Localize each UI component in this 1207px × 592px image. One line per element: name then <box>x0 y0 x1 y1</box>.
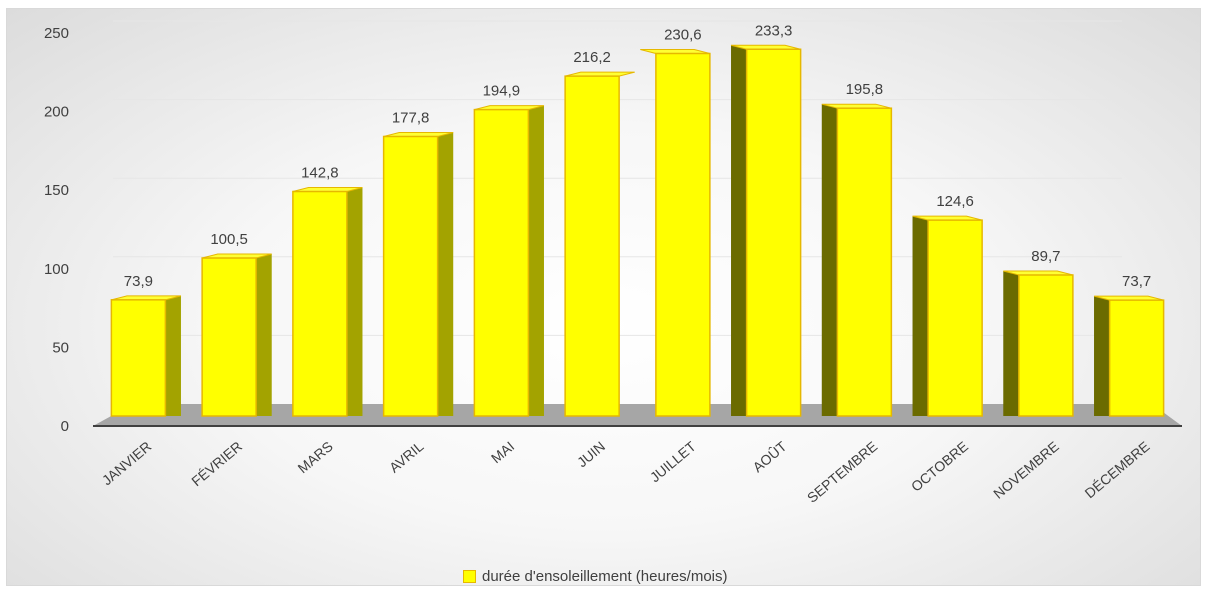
bar-octobre <box>912 215 983 417</box>
bar-side-face <box>731 45 747 416</box>
bar-front-face <box>745 48 802 417</box>
bar-front-face <box>292 190 348 417</box>
x-tick-label: SEPTEMBRE <box>804 438 880 506</box>
bar-side-face <box>1094 296 1110 416</box>
y-tick-label: 250 <box>44 25 69 42</box>
bar-front-face <box>836 107 893 417</box>
legend-swatch <box>463 569 476 583</box>
data-labels: 73,9 100,5 142,8 177,8 194,9 216,2 230,6 233,3 1… <box>124 22 1151 290</box>
bar-septembre <box>821 103 893 417</box>
y-tick-label: 50 <box>52 339 69 356</box>
bar-side-face <box>256 254 272 416</box>
bar-chart: 0 50 100 150 200 250 73,9 100,5 142,8 177,8 194,9… <box>44 20 1182 506</box>
bar-side-face <box>437 132 454 416</box>
chart-area: 0 50 100 150 200 250 73,9 100,5 142,8 177,8 194,9… <box>6 8 1201 586</box>
bar-avril <box>382 131 454 417</box>
chart-floor <box>93 404 1182 427</box>
bar-side-face <box>528 105 544 417</box>
bar-side-face <box>821 104 838 417</box>
bar-décembre <box>1093 295 1165 417</box>
data-label: 124,6 <box>936 193 974 210</box>
bar-front-face <box>927 219 983 417</box>
bar-front-face <box>473 108 530 417</box>
x-tick-label: MARS <box>295 438 336 476</box>
data-label: 142,8 <box>301 165 339 182</box>
x-tick-label: OCTOBRE <box>908 438 971 495</box>
bar-mai <box>473 105 545 417</box>
data-label: 194,9 <box>483 83 521 100</box>
x-tick-label: JUIN <box>574 438 608 470</box>
data-label: 230,6 <box>664 26 702 43</box>
x-tick-label: MAI <box>488 438 517 466</box>
bar-front-face <box>201 257 257 417</box>
bar-juin <box>564 71 635 417</box>
bar-side-face <box>165 295 181 416</box>
x-axis: JANVIER FÉVRIER MARS AVRIL MAI JUIN JUILLET AOÛ… <box>99 438 1153 506</box>
bar-front-face <box>655 52 711 417</box>
data-label: 216,2 <box>573 49 611 66</box>
bar-side-face <box>346 187 363 416</box>
bar-side-face <box>912 216 929 416</box>
bar-novembre <box>1003 270 1074 417</box>
data-label: 195,8 <box>846 81 884 98</box>
bar-front-face <box>382 135 439 417</box>
bar-juillet <box>640 48 711 417</box>
bar-front-face <box>1018 274 1074 417</box>
bar-août <box>730 44 802 417</box>
data-label: 100,5 <box>210 231 248 248</box>
x-tick-label: JUILLET <box>647 438 699 486</box>
x-tick-label: NOVEMBRE <box>990 438 1062 502</box>
data-label: 73,7 <box>1122 273 1151 290</box>
legend-label: durée d'ensoleillement (heures/mois) <box>482 567 728 585</box>
floor-plane <box>93 404 1182 426</box>
bar-février <box>201 253 272 417</box>
data-label: 73,9 <box>124 273 153 290</box>
x-tick-label: FÉVRIER <box>188 438 245 489</box>
x-tick-label: DÉCEMBRE <box>1081 438 1152 501</box>
x-tick-label: AOÛT <box>749 438 789 476</box>
bar-side-face <box>1003 270 1019 416</box>
data-label: 89,7 <box>1031 248 1060 265</box>
x-tick-label: AVRIL <box>386 438 427 476</box>
bar-front-face <box>110 299 167 417</box>
y-tick-label: 0 <box>61 418 69 435</box>
bar-mars <box>292 187 363 417</box>
bar-janvier <box>110 295 182 417</box>
x-tick-label: JANVIER <box>99 438 155 488</box>
data-label: 177,8 <box>392 109 430 126</box>
y-tick-label: 200 <box>44 104 69 121</box>
data-label: 233,3 <box>755 22 793 39</box>
bar-front-face <box>564 75 620 417</box>
bar-front-face <box>1108 299 1165 417</box>
y-tick-label: 100 <box>44 261 69 278</box>
bars <box>110 44 1165 417</box>
legend: durée d'ensoleillement (heures/mois) <box>463 565 728 587</box>
y-axis: 0 50 100 150 200 250 <box>44 25 69 435</box>
y-tick-label: 150 <box>44 182 69 199</box>
